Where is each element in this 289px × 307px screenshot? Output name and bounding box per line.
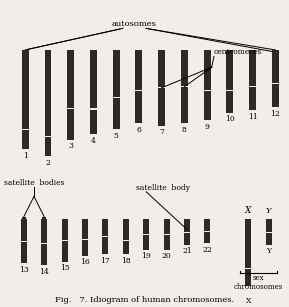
Bar <box>90 50 97 108</box>
Bar <box>184 233 190 245</box>
Text: 6: 6 <box>136 126 141 134</box>
Bar <box>184 220 190 232</box>
Bar <box>90 110 97 134</box>
Bar <box>204 232 210 243</box>
Bar <box>164 220 170 234</box>
Bar <box>249 50 256 86</box>
Bar <box>62 220 68 240</box>
Text: 1: 1 <box>23 152 28 160</box>
Text: Fig.   7. Idiogram of human chromosomes.: Fig. 7. Idiogram of human chromosomes. <box>55 296 234 304</box>
Text: 18: 18 <box>121 257 131 265</box>
Text: 3: 3 <box>68 142 73 150</box>
Bar <box>123 241 129 254</box>
Bar <box>181 50 188 86</box>
Bar <box>266 220 272 232</box>
Text: 10: 10 <box>225 115 235 123</box>
Bar <box>266 233 272 245</box>
Bar <box>136 91 142 123</box>
Bar <box>102 220 108 236</box>
Bar <box>143 235 149 250</box>
Bar <box>21 242 27 263</box>
Bar <box>204 220 210 231</box>
Bar <box>204 91 211 120</box>
Bar <box>21 220 27 241</box>
Text: X: X <box>246 297 251 305</box>
Bar <box>42 217 46 219</box>
Text: 19: 19 <box>141 252 151 260</box>
Text: autosomes: autosomes <box>112 20 157 28</box>
Bar <box>158 88 165 126</box>
Bar <box>62 241 68 262</box>
Bar <box>272 50 279 83</box>
Text: 20: 20 <box>162 252 171 260</box>
Text: 12: 12 <box>271 110 280 118</box>
Bar <box>158 50 165 87</box>
Bar <box>113 50 120 97</box>
Bar <box>67 109 74 140</box>
Text: 17: 17 <box>101 257 110 265</box>
Bar <box>227 50 233 90</box>
Bar <box>45 50 51 136</box>
Text: Y: Y <box>266 207 271 215</box>
Text: sex
chromosomes: sex chromosomes <box>234 274 283 291</box>
Text: 4: 4 <box>91 137 96 145</box>
Bar <box>82 220 88 239</box>
Text: 14: 14 <box>39 268 49 276</box>
Text: 11: 11 <box>248 113 257 121</box>
Text: satellite  body: satellite body <box>136 184 190 192</box>
Bar <box>249 87 256 111</box>
Bar <box>164 235 170 250</box>
Bar <box>113 98 120 129</box>
Bar <box>136 50 142 90</box>
Bar <box>22 50 29 129</box>
Text: 22: 22 <box>203 246 212 254</box>
Bar <box>22 130 29 150</box>
Bar <box>272 84 279 107</box>
Bar <box>204 50 211 90</box>
Text: 8: 8 <box>182 126 187 134</box>
Bar <box>245 269 251 295</box>
Bar <box>82 240 88 256</box>
Bar <box>45 137 51 156</box>
Text: 7: 7 <box>159 128 164 136</box>
Text: X: X <box>245 206 251 215</box>
Bar <box>245 220 251 268</box>
Bar <box>102 237 108 254</box>
Text: 5: 5 <box>114 132 118 140</box>
Bar <box>123 220 129 240</box>
Bar <box>67 50 74 108</box>
Text: 9: 9 <box>205 123 210 131</box>
Text: 16: 16 <box>80 258 90 266</box>
Bar <box>143 220 149 234</box>
Bar <box>22 217 26 219</box>
Bar <box>41 244 47 265</box>
Text: Y: Y <box>266 247 271 255</box>
Bar <box>181 87 188 123</box>
Text: 13: 13 <box>19 266 29 274</box>
Text: 15: 15 <box>60 264 69 272</box>
Bar <box>41 220 47 243</box>
Text: satellite  bodies: satellite bodies <box>4 179 64 187</box>
Text: 21: 21 <box>182 247 192 255</box>
Bar <box>227 91 233 113</box>
Text: centromeres: centromeres <box>214 49 262 56</box>
Text: 2: 2 <box>45 159 50 167</box>
